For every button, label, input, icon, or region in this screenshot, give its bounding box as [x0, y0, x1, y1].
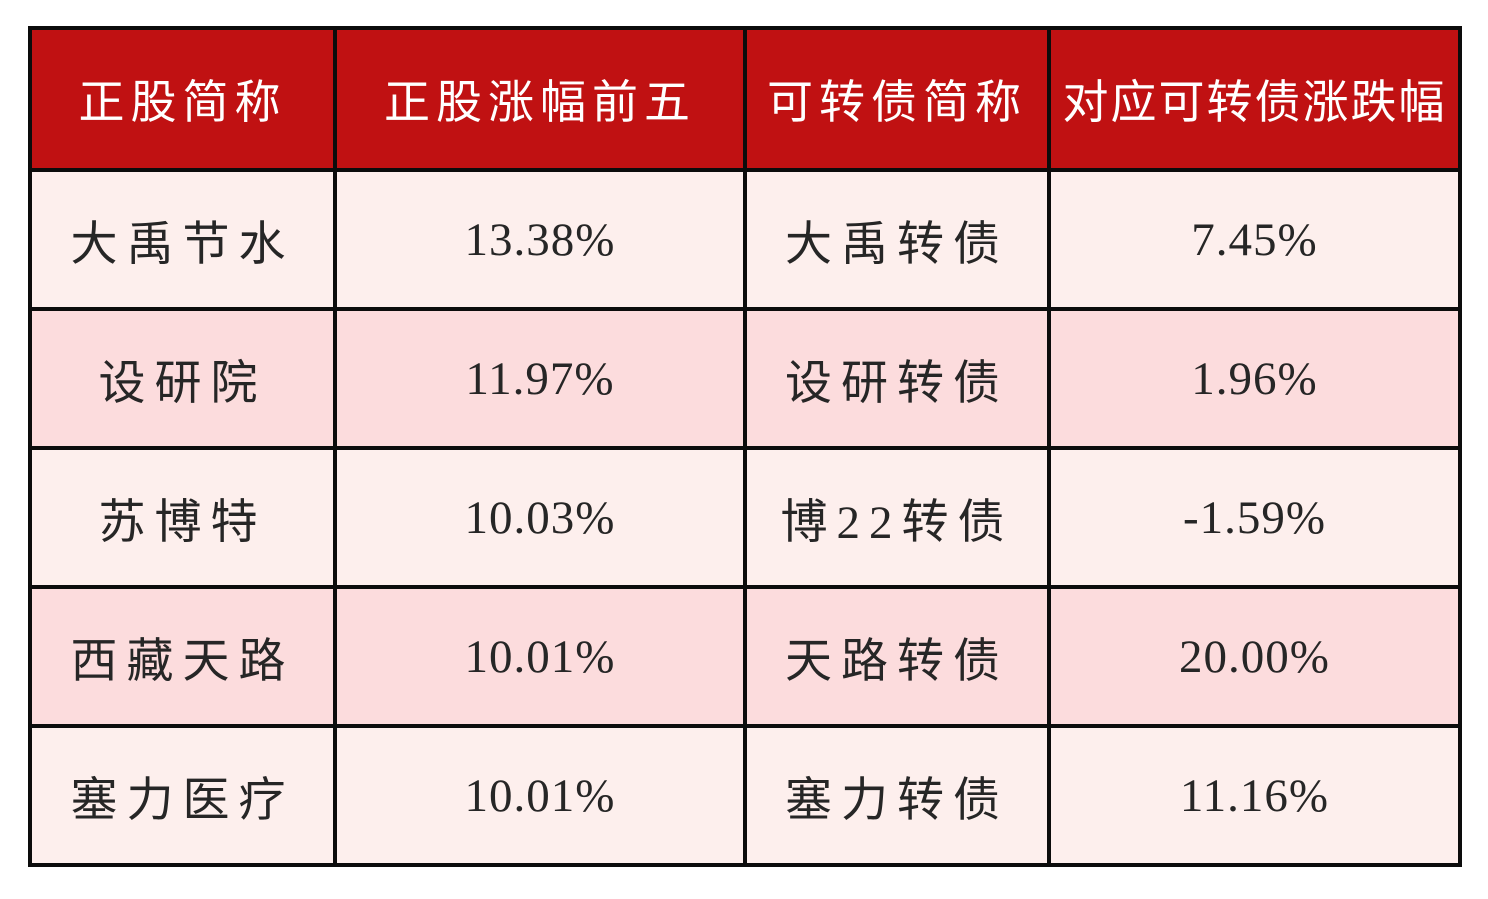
stock-gain-cell: 11.97%	[333, 307, 747, 450]
stock-gain-cell: 10.01%	[333, 585, 747, 728]
stock-gain-cell: 10.01%	[333, 724, 747, 867]
table-row: 大禹节水 13.38% 大禹转债 7.45%	[28, 168, 1462, 311]
bond-name-cell: 天路转债	[743, 585, 1051, 728]
header-bond-name: 可转债简称	[743, 26, 1051, 172]
bond-name-cell: 大禹转债	[743, 168, 1051, 311]
bond-name-cell: 博22转债	[743, 446, 1051, 589]
header-stock-name: 正股简称	[28, 26, 337, 172]
stock-name-cell: 大禹节水	[28, 168, 337, 311]
table-row: 塞力医疗 10.01% 塞力转债 11.16%	[28, 724, 1462, 867]
header-stock-gain: 正股涨幅前五	[333, 26, 747, 172]
table-header-row: 正股简称 正股涨幅前五 可转债简称 对应可转债涨跌幅	[28, 26, 1462, 172]
table-row: 苏博特 10.03% 博22转债 -1.59%	[28, 446, 1462, 589]
convertible-bond-table: 正股简称 正股涨幅前五 可转债简称 对应可转债涨跌幅 大禹节水 13.38% 大…	[28, 26, 1462, 867]
table-row: 西藏天路 10.01% 天路转债 20.00%	[28, 585, 1462, 728]
stock-gain-cell: 13.38%	[333, 168, 747, 311]
table-row: 设研院 11.97% 设研转债 1.96%	[28, 307, 1462, 450]
bond-change-cell: 11.16%	[1047, 724, 1462, 867]
stock-name-cell: 苏博特	[28, 446, 337, 589]
bond-change-cell: 1.96%	[1047, 307, 1462, 450]
stock-gain-cell: 10.03%	[333, 446, 747, 589]
bond-name-cell: 塞力转债	[743, 724, 1051, 867]
stock-name-cell: 设研院	[28, 307, 337, 450]
header-bond-change: 对应可转债涨跌幅	[1047, 26, 1462, 172]
bond-change-cell: 20.00%	[1047, 585, 1462, 728]
table-body: 大禹节水 13.38% 大禹转债 7.45% 设研院 11.97% 设研转债 1…	[28, 168, 1462, 867]
bond-name-cell: 设研转债	[743, 307, 1051, 450]
stock-name-cell: 塞力医疗	[28, 724, 337, 867]
stock-name-cell: 西藏天路	[28, 585, 337, 728]
bond-change-cell: 7.45%	[1047, 168, 1462, 311]
bond-change-cell: -1.59%	[1047, 446, 1462, 589]
